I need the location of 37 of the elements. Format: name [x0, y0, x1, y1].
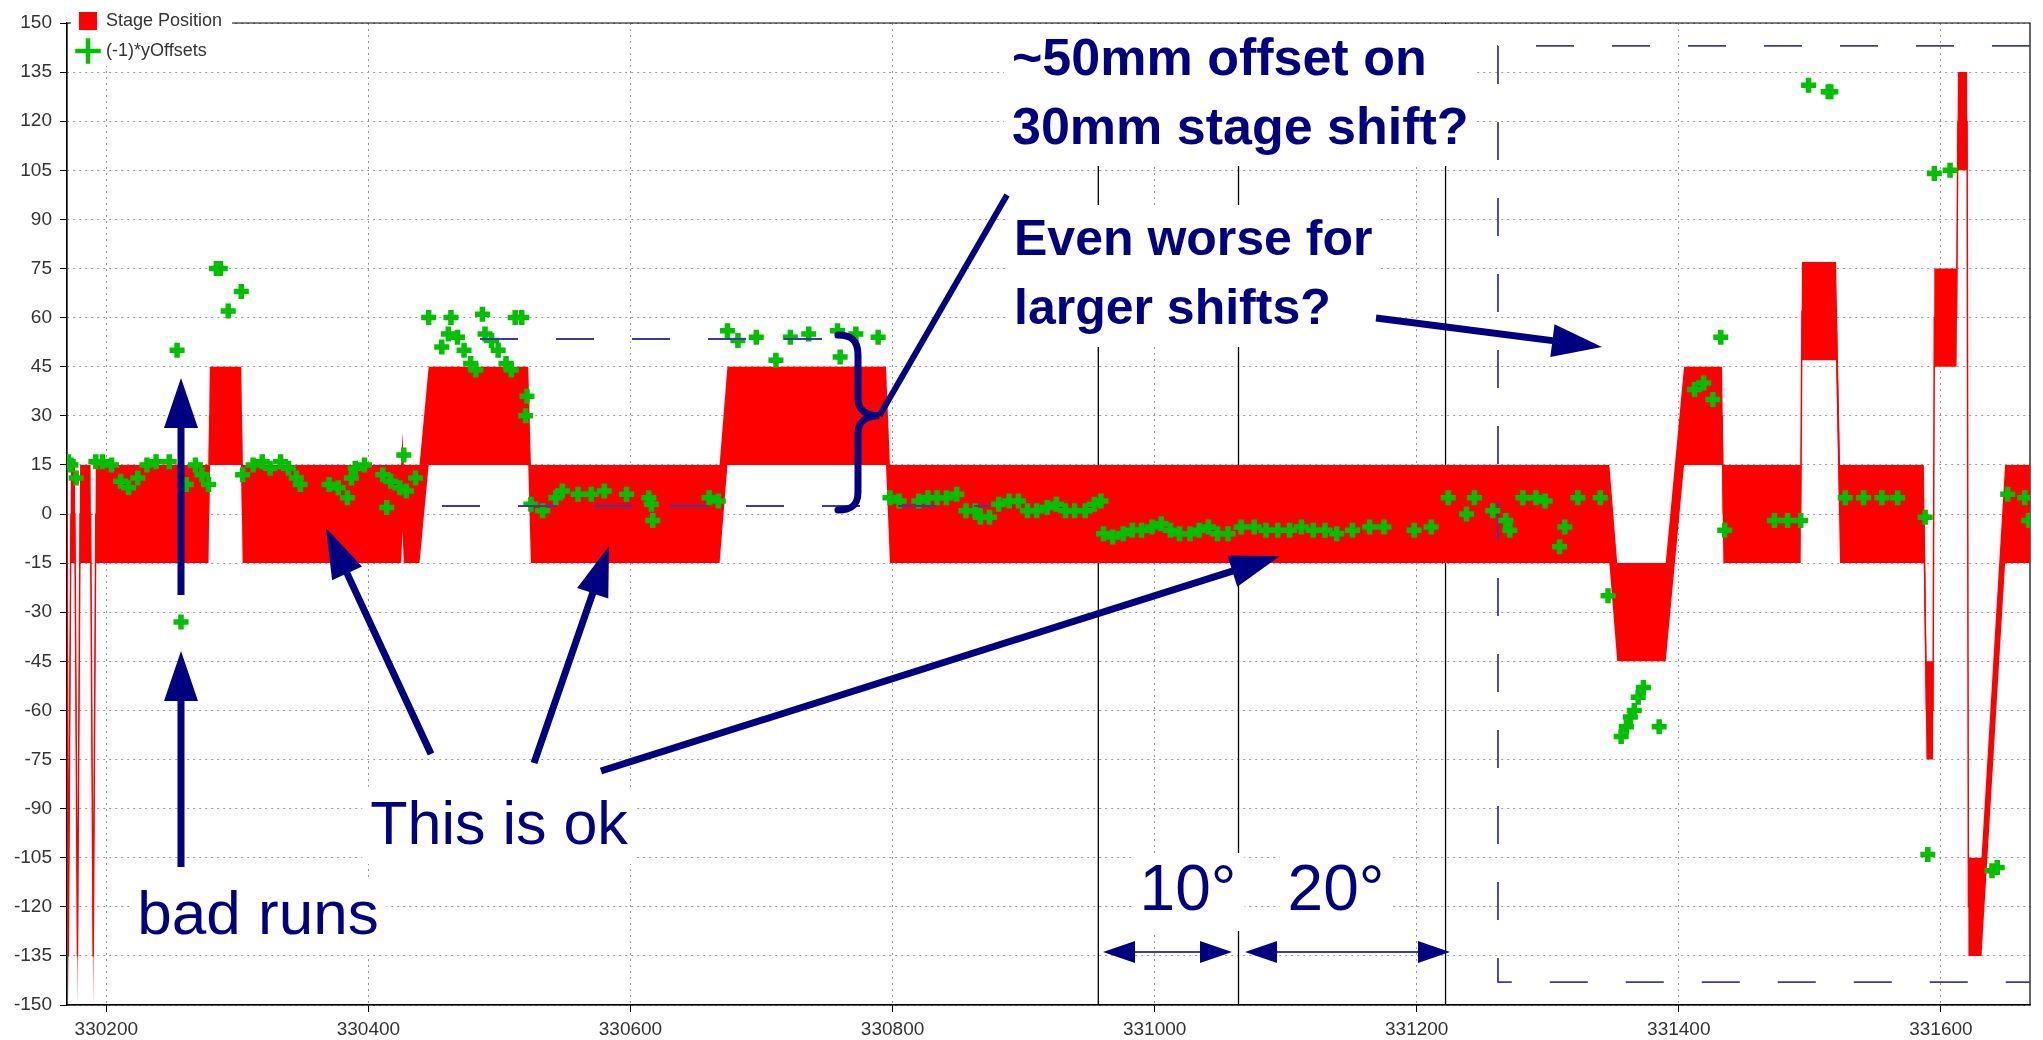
y-tick-label: -105	[13, 845, 52, 867]
x-tick-label: 330600	[598, 1017, 663, 1039]
annotation: Even worse for larger shifts?	[1014, 210, 1373, 336]
y-tick-label: 120	[20, 109, 52, 131]
x-tick-label: 331400	[1647, 1017, 1711, 1039]
y-tick-label: -120	[13, 895, 52, 917]
y-tick-label: 150	[20, 11, 52, 33]
annotation: 20°	[1287, 851, 1385, 924]
legend-label: (-1)*yOffsets	[106, 39, 207, 60]
y-tick-label: -90	[24, 796, 52, 818]
x-tick-label: 330400	[336, 1017, 401, 1039]
y-tick-label: 0	[41, 502, 52, 524]
y-tick-label: -150	[13, 993, 52, 1015]
annotation: ~50mm offset on 30mm stage shift?	[1012, 27, 1469, 155]
y-tick-label: 90	[30, 207, 52, 229]
y-tick-label: 30	[30, 404, 52, 426]
x-tick-label: 331000	[1122, 1017, 1187, 1039]
y-tick-label: 45	[30, 354, 52, 376]
x-tick-label: 331200	[1385, 1017, 1449, 1039]
x-tick-label: 330200	[74, 1017, 139, 1039]
x-tick-label: 331600	[1909, 1017, 1973, 1039]
legend-label: Stage Position	[106, 9, 223, 30]
y-tick-label: 105	[20, 158, 52, 180]
y-tick-label: 15	[30, 453, 52, 475]
y-tick-label: 135	[20, 60, 52, 82]
y-tick-label: 75	[30, 256, 52, 278]
y-tick-label: -60	[24, 698, 52, 720]
x-tick-label: 330800	[860, 1017, 925, 1039]
y-tick-label: -15	[24, 551, 52, 573]
y-tick-label: -45	[24, 649, 52, 671]
y-tick-label: -135	[13, 944, 52, 966]
annotation: 10°	[1139, 851, 1237, 924]
annotation: bad runs	[137, 878, 379, 948]
y-tick-label: -30	[24, 600, 52, 622]
annotation: This is ok	[370, 788, 629, 857]
y-tick-label: -75	[24, 747, 52, 769]
y-tick-label: 60	[30, 305, 52, 327]
